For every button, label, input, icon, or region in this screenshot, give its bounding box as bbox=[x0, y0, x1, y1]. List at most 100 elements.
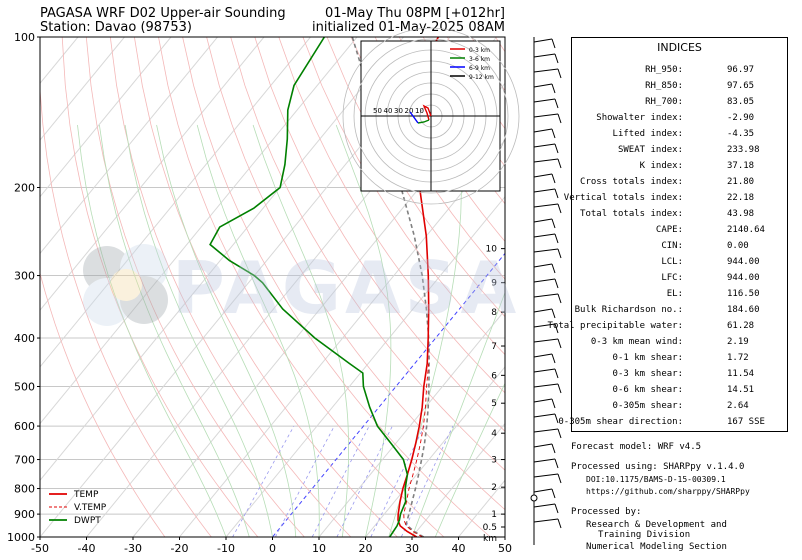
wind-barb-flag bbox=[551, 353, 556, 364]
wind-barb-shaft bbox=[533, 68, 559, 73]
x-tick-label: 10 bbox=[312, 542, 326, 555]
wind-barb-shaft bbox=[533, 413, 556, 418]
calm-wind-marker bbox=[530, 494, 538, 502]
moist-adiabat-line bbox=[434, 382, 505, 537]
wind-barb-flag bbox=[554, 53, 559, 64]
index-key: RH_700: bbox=[645, 97, 683, 107]
wind-barb bbox=[533, 473, 562, 484]
index-value: 0.00 bbox=[727, 241, 749, 251]
index-key: Vertical totals index: bbox=[563, 193, 683, 203]
wind-barb-shaft bbox=[533, 218, 553, 223]
isotherm-line bbox=[178, 139, 505, 537]
index-row: CIN: 0.00 bbox=[572, 241, 787, 257]
x-tick-label: 40 bbox=[452, 542, 466, 555]
index-value: 2.19 bbox=[727, 337, 749, 347]
hodograph-ring-label: 50 bbox=[373, 107, 382, 115]
indices-panel: INDICES RH_950: 96.97 RH_850: 97.65 RH_700: 8… bbox=[548, 37, 788, 432]
wind-barb-flag bbox=[551, 218, 556, 229]
wind-barb bbox=[533, 443, 556, 454]
dry-adiabat-line bbox=[326, 37, 505, 318]
height-tick-label: 8 bbox=[491, 308, 497, 318]
division-line3: Numerical Modeling Section bbox=[586, 542, 727, 552]
wind-barb-flag bbox=[551, 83, 556, 94]
index-key: LFC: bbox=[661, 273, 683, 283]
wind-barb-shaft bbox=[533, 503, 556, 508]
init-time-label: initialized 01-May-2025 08AM bbox=[311, 20, 505, 35]
isotherm-line bbox=[411, 422, 505, 537]
wind-barb-flag bbox=[551, 488, 556, 499]
wind-barb bbox=[533, 323, 559, 334]
height-unit-label: km bbox=[483, 534, 497, 544]
index-value: 167 SSE bbox=[727, 417, 765, 427]
wind-barb-flag bbox=[554, 503, 559, 514]
wind-barb-shaft bbox=[533, 383, 559, 388]
wind-barb bbox=[533, 143, 559, 154]
height-tick-label: 0.5 bbox=[483, 523, 497, 533]
legend-label: V.TEMP bbox=[74, 503, 107, 513]
index-key: 0-3 km mean wind: bbox=[590, 337, 683, 347]
moist-adiabat-line bbox=[252, 124, 350, 537]
wind-barb bbox=[533, 353, 556, 364]
wind-barb-flag bbox=[557, 383, 562, 394]
mixing-ratio-line bbox=[232, 425, 295, 537]
index-row: 0-1 km shear: 1.72 bbox=[572, 353, 787, 369]
hodograph-ring bbox=[353, 38, 509, 194]
height-tick-label: 10 bbox=[486, 245, 498, 255]
index-value: 96.97 bbox=[727, 65, 755, 75]
index-key: 0-305m shear: bbox=[612, 401, 683, 411]
dry-adiabat-line bbox=[182, 37, 492, 537]
dry-adiabat-line bbox=[40, 271, 166, 537]
index-value: -4.35 bbox=[727, 129, 755, 139]
wind-barb-flag bbox=[557, 428, 562, 439]
wind-barb-shaft bbox=[533, 98, 556, 103]
index-value: 2140.64 bbox=[727, 225, 765, 235]
wind-barb bbox=[533, 293, 562, 304]
index-row: RH_950: 96.97 bbox=[572, 65, 787, 81]
index-key: CAPE: bbox=[655, 225, 683, 235]
isotherm-line bbox=[40, 37, 311, 368]
hodograph-legend-label: 0-3 km bbox=[469, 47, 490, 54]
wind-barb bbox=[533, 398, 556, 409]
hodograph-ring-label: 20 bbox=[405, 107, 414, 115]
moist-adiabat-line bbox=[124, 124, 273, 537]
wind-barb bbox=[533, 158, 562, 169]
wind-barb-flag bbox=[554, 458, 559, 469]
wind-barb bbox=[533, 173, 556, 184]
dry-adiabat-line bbox=[158, 37, 445, 537]
index-value: 97.65 bbox=[727, 81, 755, 91]
index-row: 0-3 km shear: 11.54 bbox=[572, 369, 787, 385]
wind-barb-shaft bbox=[533, 128, 553, 133]
wind-barb bbox=[533, 188, 559, 199]
moist-adiabat-line bbox=[156, 124, 297, 537]
index-value: -2.90 bbox=[727, 113, 755, 123]
wind-barb-shaft bbox=[533, 323, 556, 328]
x-tick-label: 50 bbox=[498, 542, 512, 555]
hodograph-trace-3-6km bbox=[417, 119, 430, 124]
index-value: 61.28 bbox=[727, 321, 755, 331]
dry-adiabat-line bbox=[61, 37, 259, 537]
wind-barb bbox=[533, 98, 559, 109]
index-row: Total precipitable water: 61.28 bbox=[548, 321, 787, 337]
isotherm-line bbox=[40, 37, 404, 482]
y-tick-label: 200 bbox=[14, 182, 35, 195]
isotherm-line bbox=[225, 195, 505, 537]
wind-barb bbox=[533, 278, 559, 289]
wind-barb-flag bbox=[557, 518, 562, 529]
wind-barb-flag bbox=[551, 173, 556, 184]
wind-barb bbox=[533, 458, 559, 469]
url-note: https://github.com/sharppy/SHARPpy bbox=[586, 487, 750, 496]
y-tick-label: 300 bbox=[14, 270, 35, 283]
moist-adiabat-line bbox=[77, 124, 227, 537]
index-key: Lifted index: bbox=[612, 129, 683, 139]
wind-barb-shaft bbox=[533, 458, 556, 463]
wind-barb bbox=[533, 38, 556, 49]
dry-adiabat-line bbox=[206, 37, 505, 511]
height-tick-label: 5 bbox=[491, 399, 497, 409]
x-tick-label: 0 bbox=[269, 542, 276, 555]
wind-barb-shaft bbox=[533, 398, 553, 403]
moist-adiabat-line bbox=[411, 291, 505, 537]
wind-barb-flag bbox=[551, 398, 556, 409]
processed-by-note: Processed by: bbox=[571, 507, 642, 517]
index-row: LFC: 944.00 bbox=[572, 273, 787, 289]
height-tick-label: 4 bbox=[491, 429, 497, 439]
